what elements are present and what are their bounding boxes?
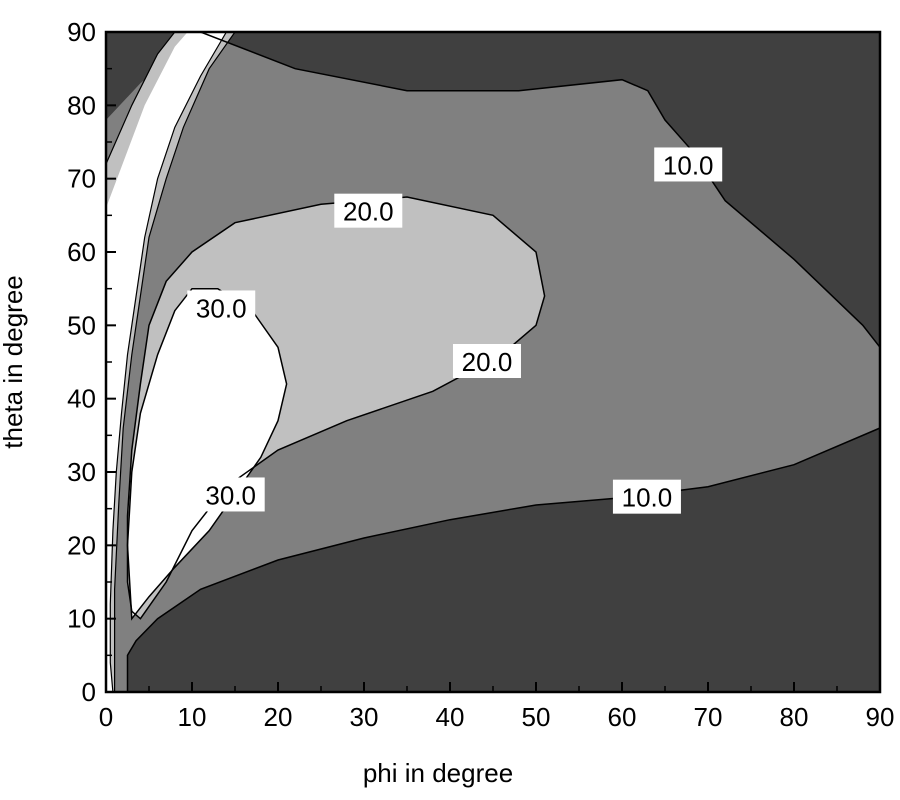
contour-label-box: [452, 344, 521, 378]
y-tick-label: 10: [67, 604, 96, 634]
contour-labels: 10.0 10.0 20.0 20.0 30.0 30.0: [187, 147, 723, 514]
y-tick-label: 90: [67, 17, 96, 47]
y-tick-label: 80: [67, 90, 96, 120]
contour-label-text: 10.0: [622, 483, 673, 513]
contour-label: 20.0: [452, 344, 521, 378]
y-axis: 0 10 20 30 40 50 60 70 80 90: [67, 17, 116, 707]
y-tick-label: 60: [67, 237, 96, 267]
contour-label-text: 20.0: [343, 197, 394, 227]
contour-label-box: [187, 290, 256, 325]
contour-line_10_lower: [126, 427, 880, 692]
contour-line_20_upper: [126, 196, 546, 620]
contour-ridge-inner: [109, 32, 227, 692]
contour-label-text: 30.0: [205, 480, 256, 510]
x-tick-label: 0: [99, 702, 113, 732]
y-tick-label: 70: [67, 164, 96, 194]
x-tick-label: 70: [694, 702, 723, 732]
y-axis-title: theta in degree: [0, 275, 28, 448]
contour-label: 20.0: [334, 193, 403, 228]
contour-label: 10.0: [654, 147, 723, 182]
x-tick-label: 20: [264, 702, 293, 732]
x-tick-label: 50: [522, 702, 551, 732]
y-tick-label: 40: [67, 384, 96, 414]
contour-label-box: [654, 147, 723, 182]
x-tick-label: 60: [608, 702, 637, 732]
contour-line_10_upper: [200, 32, 880, 348]
y-tick-label: 20: [67, 530, 96, 560]
contour-label-text: 10.0: [663, 150, 714, 180]
x-tick-label: 40: [436, 702, 465, 732]
x-tick-label: 90: [866, 702, 895, 732]
x-tick-label: 80: [780, 702, 809, 732]
contour-ridge-right: [114, 32, 236, 692]
contour-label: 30.0: [187, 290, 256, 325]
contour-label-box: [334, 193, 403, 228]
y-tick-label: 50: [67, 310, 96, 340]
contour-label-text: 20.0: [462, 347, 513, 377]
y-tick-label: 0: [82, 677, 96, 707]
y-tick-label: 30: [67, 457, 96, 487]
contour-line_30: [126, 287, 288, 621]
region-below-10-corner: [106, 32, 201, 120]
contour-ridge-left: [106, 32, 176, 165]
region-above-30: [127, 288, 287, 619]
contour-label: 30.0: [196, 477, 265, 512]
contour-label-box: [612, 479, 681, 514]
x-axis-title: phi in degree: [363, 758, 513, 788]
x-tick-label: 10: [178, 702, 207, 732]
contour-label-box: [196, 477, 265, 512]
contour-label-text: 30.0: [196, 293, 247, 323]
ridge-band-white: [106, 32, 227, 692]
x-axis: 0 10 20 30 40 50 60 70 80 90: [99, 682, 895, 732]
contour-label: 10.0: [612, 479, 681, 514]
x-tick-label: 30: [350, 702, 379, 732]
